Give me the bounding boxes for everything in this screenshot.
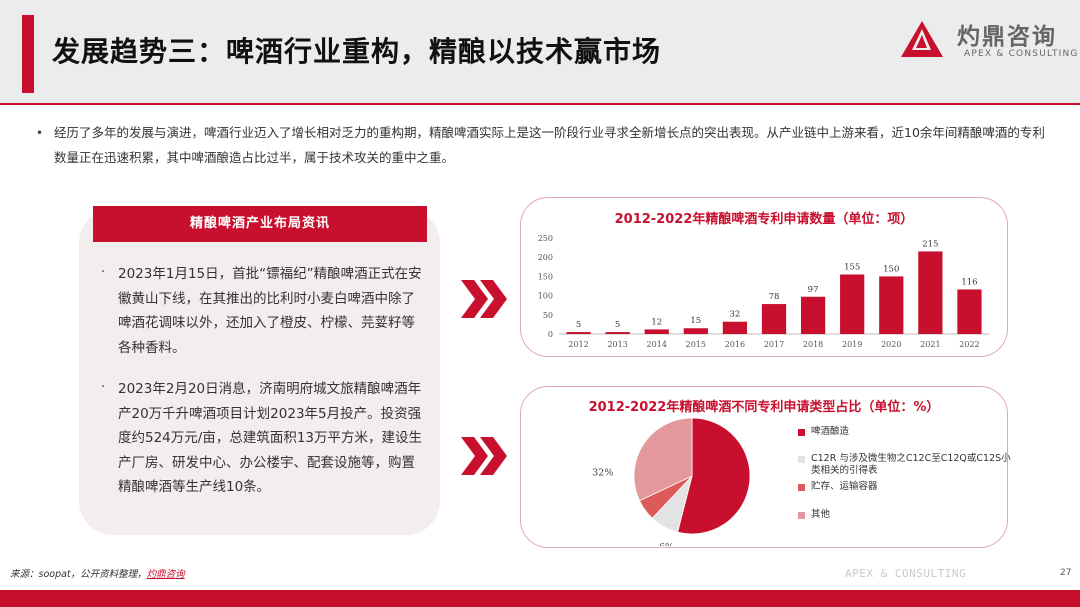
footer-watermark: APEX & CONSULTING — [845, 567, 967, 580]
source-brand-link[interactable]: 灼鼎咨询 — [146, 569, 185, 580]
bar — [800, 296, 826, 334]
legend-swatch — [798, 456, 805, 463]
source-text: 来源：soopat，公开资料整理， — [10, 569, 147, 580]
news-card-header: 精酿啤酒产业布局资讯 — [93, 206, 427, 242]
page-title: 发展趋势三：啤酒行业重构，精酿以技术赢市场 — [52, 35, 662, 68]
x-tick-label: 2019 — [842, 340, 862, 349]
news-bullet: · — [101, 380, 106, 395]
legend-swatch — [798, 512, 805, 519]
legend-label: 啤酒酿造 — [811, 426, 850, 437]
x-tick-label: 2022 — [959, 340, 979, 349]
x-tick-label: 2013 — [607, 340, 627, 349]
legend-label: 其他 — [811, 509, 831, 520]
logo-triangle-icon — [901, 21, 943, 57]
bar-value-label: 215 — [922, 239, 938, 249]
pie-chart-title: 2012-2022年精酿啤酒不同专利申请类型占比（单位：%） — [588, 400, 940, 415]
logo-name: 灼鼎咨询 — [957, 24, 1057, 50]
news-bullet: · — [101, 265, 106, 280]
pie-value-label: 32% — [592, 468, 613, 479]
legend-label: C12R 与涉及微生物之C12C至C12Q或C12S小类相关的引得表 — [811, 453, 1011, 476]
legend-item: 贮存、运输容器 — [798, 481, 998, 495]
x-tick-label: 2014 — [647, 340, 667, 349]
bottom-bar — [0, 590, 1080, 607]
bar-value-label: 150 — [883, 264, 899, 274]
bar — [879, 276, 904, 334]
bar — [683, 328, 708, 334]
bar — [918, 251, 943, 334]
bar — [605, 332, 630, 334]
bar — [644, 329, 669, 334]
bar-value-label: 12 — [651, 317, 662, 327]
pie-slice — [633, 417, 693, 502]
legend-item: C12R 与涉及微生物之C12C至C12Q或C12S小类相关的引得表 — [798, 453, 1013, 479]
pie-chart: 54%8%6%32% — [592, 417, 751, 546]
x-tick-label: 2015 — [686, 340, 706, 349]
x-tick-label: 2020 — [881, 340, 901, 349]
title-divider — [0, 103, 1080, 105]
bar-value-label: 5 — [576, 320, 581, 330]
legend-swatch — [798, 429, 805, 436]
x-tick-label: 2021 — [920, 340, 940, 349]
bar — [761, 304, 787, 334]
legend-item: 啤酒酿造 — [798, 426, 998, 440]
double-chevron-right-icon — [461, 280, 507, 318]
legend-swatch — [798, 484, 805, 491]
bar-value-label: 116 — [961, 277, 977, 287]
bar-value-label: 155 — [844, 262, 860, 272]
pie-value-label: 6% — [659, 542, 674, 546]
bar-value-label: 5 — [615, 320, 620, 330]
page-number: 27 — [1060, 568, 1072, 578]
legend-item: 其他 — [798, 509, 998, 523]
logo-tagline: APEX & CONSULTING — [964, 49, 1079, 59]
title-bar — [0, 0, 1080, 103]
y-tick-label: 100 — [538, 292, 553, 301]
bar-value-label: 78 — [769, 292, 780, 302]
x-tick-label: 2018 — [803, 340, 823, 349]
bar-value-label: 15 — [690, 316, 701, 326]
news-card — [79, 209, 440, 535]
bar — [722, 321, 748, 334]
x-tick-label: 2017 — [764, 340, 784, 349]
pie-chart-card: 2012-2022年精酿啤酒不同专利申请类型占比（单位：%） — [520, 386, 1008, 548]
y-tick-label: 200 — [538, 253, 553, 262]
intro-paragraph: 经历了多年的发展与演进，啤酒行业迈入了增长相对乏力的重构期，精酿啤酒实际上是这一… — [54, 125, 1045, 165]
bar — [840, 274, 865, 334]
bar-chart-title: 2012-2022年精酿啤酒专利申请数量（单位：项） — [614, 212, 914, 227]
title-accent-bar — [22, 15, 34, 93]
x-tick-label: 2016 — [725, 340, 745, 349]
y-tick-label: 250 — [538, 234, 553, 243]
legend-label: 贮存、运输容器 — [811, 481, 878, 492]
double-chevron-right-icon — [461, 437, 507, 475]
bar-value-label: 32 — [729, 310, 740, 320]
y-tick-label: 150 — [538, 272, 553, 281]
y-tick-label: 0 — [548, 330, 553, 339]
intro-bullet: • — [36, 126, 44, 140]
bar-chart: 0 50 100 150 200 250 5 2012 5 2013 12 2014 15 2015 32 2… — [538, 234, 989, 349]
pie-slice — [677, 417, 751, 535]
y-tick-label: 50 — [543, 311, 553, 320]
source-note: 来源：soopat，公开资料整理，灼鼎咨询 — [10, 566, 185, 580]
bar-value-label: 97 — [808, 285, 819, 295]
x-tick-label: 2012 — [568, 340, 588, 349]
news-item: 2023年2月20日消息，济南明府城文旅精酿啤酒年产20万千升啤酒项目计划202… — [118, 381, 422, 495]
bar — [566, 332, 591, 334]
news-item: 2023年1月15日，首批“镖福纪”精酿啤酒正式在安徽黄山下线，在其推出的比利时… — [118, 266, 422, 356]
bar — [957, 289, 982, 334]
